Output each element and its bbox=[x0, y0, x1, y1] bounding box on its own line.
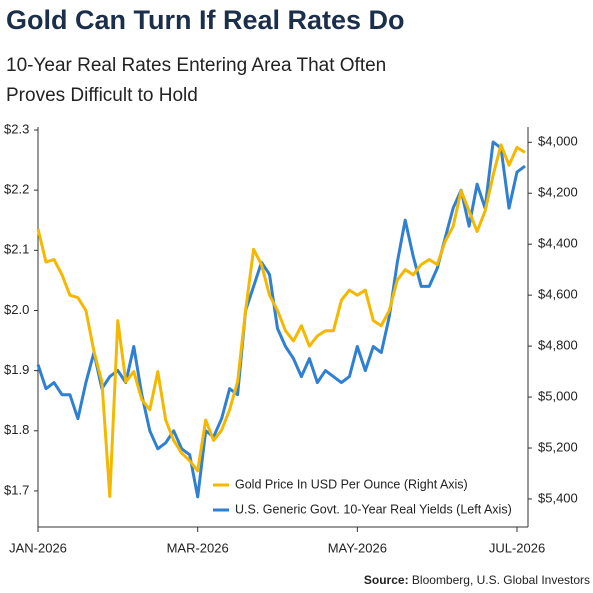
y2-tick-label: $4,200 bbox=[538, 185, 578, 200]
chart-subtitle: Proves Difficult to Hold bbox=[6, 85, 198, 106]
series-line bbox=[36, 143, 526, 498]
source: Source: Bloomberg, U.S. Global Investors bbox=[364, 573, 590, 587]
y2-tick-label: $5,400 bbox=[538, 490, 578, 505]
y2-tick-label: $4,600 bbox=[538, 287, 578, 302]
chart-title: Gold Can Turn If Real Rates Do bbox=[6, 5, 405, 35]
chart-subtitle: 10-Year Real Rates Entering Area That Of… bbox=[6, 55, 386, 76]
y-tick-label: $2.2 bbox=[4, 182, 29, 197]
x-tick-label: JAN-2026 bbox=[9, 540, 67, 555]
y-tick-label: $1.9 bbox=[4, 362, 29, 377]
source-label: Source: bbox=[364, 573, 409, 587]
x-tick-label: MAY-2026 bbox=[328, 540, 387, 555]
y2-tick-label: $4,800 bbox=[538, 338, 578, 353]
legend-label: U.S. Generic Govt. 10-Year Real Yields (… bbox=[235, 502, 512, 516]
x-tick-label: MAR-2026 bbox=[167, 540, 229, 555]
y-tick-label: $2.3 bbox=[4, 121, 29, 136]
y-tick-label: $2.0 bbox=[4, 302, 29, 317]
y2-tick-label: $4,400 bbox=[538, 236, 578, 251]
y-tick-label: $1.7 bbox=[4, 482, 29, 497]
source-text: Bloomberg, U.S. Global Investors bbox=[412, 573, 590, 587]
x-tick-label: JUL-2026 bbox=[489, 540, 545, 555]
y2-tick-label: $5,000 bbox=[538, 389, 578, 404]
y2-tick-label: $4,000 bbox=[538, 134, 578, 149]
y-tick-label: $1.8 bbox=[4, 422, 29, 437]
y2-tick-label: $5,200 bbox=[538, 439, 578, 454]
legend-label: Gold Price In USD Per Ounce (Right Axis) bbox=[235, 477, 468, 491]
y-tick-label: $2.1 bbox=[4, 242, 29, 257]
